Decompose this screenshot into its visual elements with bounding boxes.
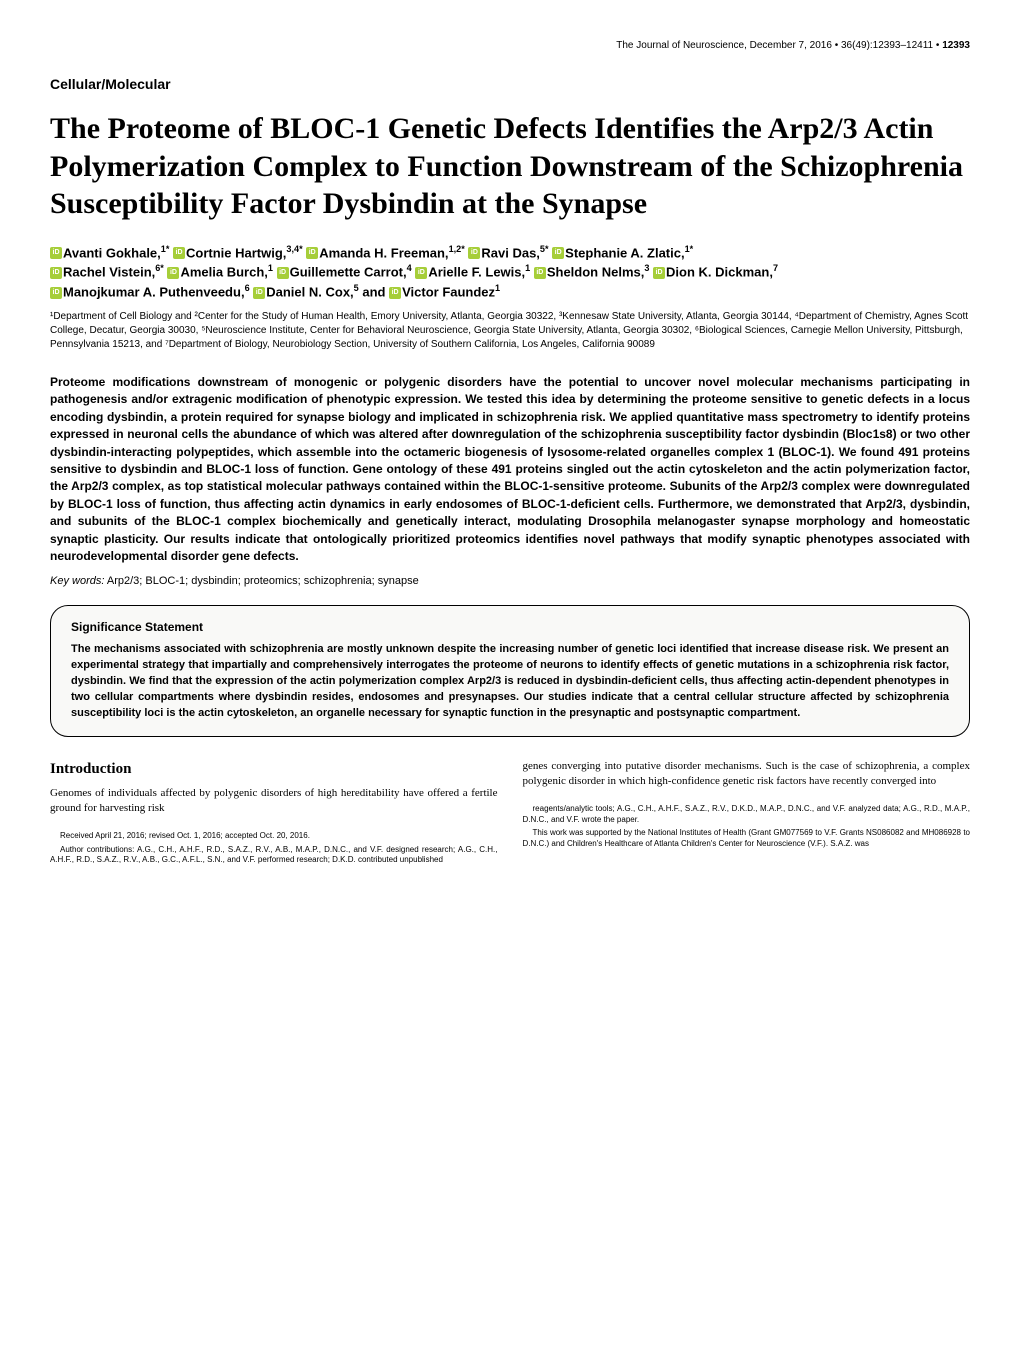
- bottom-columns: Introduction Genomes of individuals affe…: [50, 759, 970, 869]
- footnotes-right: reagents/analytic tools; A.G., C.H., A.H…: [523, 804, 971, 850]
- author: Cortnie Hartwig,: [186, 245, 286, 260]
- author: Manojkumar A. Puthenveedu,: [63, 284, 245, 299]
- keywords: Key words: Arp2/3; BLOC-1; dysbindin; pr…: [50, 575, 970, 587]
- author: Dion K. Dickman,: [666, 265, 773, 280]
- received-dates: Received April 21, 2016; revised Oct. 1,…: [50, 831, 498, 842]
- keywords-text: Arp2/3; BLOC-1; dysbindin; proteomics; s…: [104, 575, 418, 587]
- author: Ravi Das,: [481, 245, 540, 260]
- introduction-text-left: Genomes of individuals affected by polyg…: [50, 786, 498, 817]
- author: Rachel Vistein,: [63, 265, 155, 280]
- orcid-icon: [653, 267, 665, 279]
- volume-pages: 36(49):12393–12411: [841, 40, 933, 51]
- author: Amelia Burch,: [180, 265, 267, 280]
- right-column: genes converging into putative disorder …: [523, 759, 971, 869]
- significance-title: Significance Statement: [71, 620, 949, 634]
- orcid-icon: [468, 247, 480, 259]
- orcid-icon: [50, 287, 62, 299]
- orcid-icon: [415, 267, 427, 279]
- introduction-heading: Introduction: [50, 759, 498, 780]
- significance-body: The mechanisms associated with schizophr…: [71, 642, 949, 722]
- orcid-icon: [50, 267, 62, 279]
- abstract: Proteome modifications downstream of mon…: [50, 374, 970, 565]
- page-number: 12393: [942, 40, 970, 51]
- orcid-icon: [534, 267, 546, 279]
- orcid-icon: [277, 267, 289, 279]
- journal-citation: The Journal of Neuroscience, December 7,…: [616, 40, 832, 51]
- orcid-icon: [389, 287, 401, 299]
- funding-statement: This work was supported by the National …: [523, 828, 971, 850]
- orcid-icon: [306, 247, 318, 259]
- author: Victor Faundez: [402, 284, 495, 299]
- author: Guillemette Carrot,: [290, 265, 407, 280]
- orcid-icon: [173, 247, 185, 259]
- author-list: Avanti Gokhale,1* Cortnie Hartwig,3,4* A…: [50, 243, 970, 302]
- left-column: Introduction Genomes of individuals affe…: [50, 759, 498, 869]
- orcid-icon: [253, 287, 265, 299]
- author: Daniel N. Cox,: [266, 284, 353, 299]
- author: Sheldon Nelms,: [547, 265, 645, 280]
- affiliations: ¹Department of Cell Biology and ²Center …: [50, 310, 970, 352]
- introduction-text-right: genes converging into putative disorder …: [523, 759, 971, 790]
- page-header: The Journal of Neuroscience, December 7,…: [50, 40, 970, 51]
- orcid-icon: [167, 267, 179, 279]
- author: Amanda H. Freeman,: [319, 245, 448, 260]
- author: Avanti Gokhale,: [63, 245, 161, 260]
- keywords-label: Key words:: [50, 575, 104, 587]
- author-contributions: Author contributions: A.G., C.H., A.H.F.…: [50, 845, 498, 867]
- footnotes-left: Received April 21, 2016; revised Oct. 1,…: [50, 831, 498, 866]
- section-label: Cellular/Molecular: [50, 76, 970, 92]
- orcid-icon: [552, 247, 564, 259]
- author: Arielle F. Lewis,: [428, 265, 525, 280]
- orcid-icon: [50, 247, 62, 259]
- article-title: The Proteome of BLOC-1 Genetic Defects I…: [50, 110, 970, 223]
- significance-box: Significance Statement The mechanisms as…: [50, 605, 970, 737]
- footnote-contributions-cont: reagents/analytic tools; A.G., C.H., A.H…: [523, 804, 971, 826]
- author: Stephanie A. Zlatic,: [565, 245, 684, 260]
